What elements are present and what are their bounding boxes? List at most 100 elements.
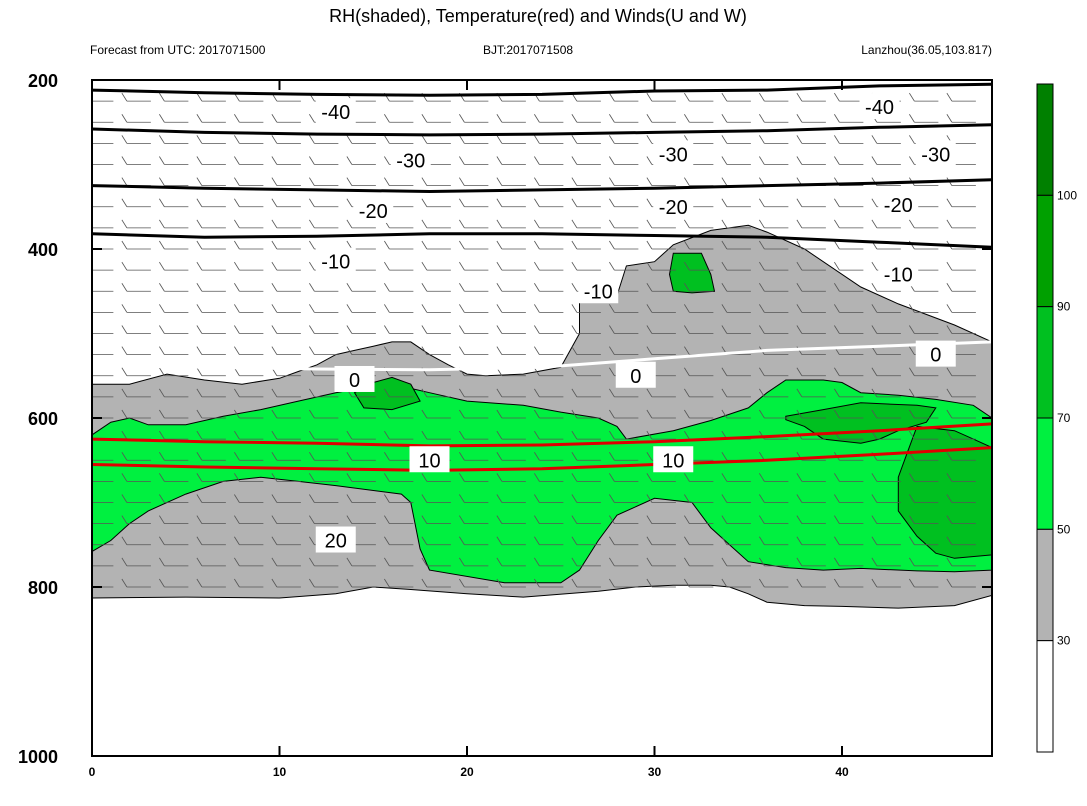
wind-barb-flag (946, 304, 953, 313)
wind-barb-flag (84, 537, 89, 545)
wind-barb-flag (796, 92, 803, 102)
colorbar-box (1036, 528, 1054, 642)
wind-barb-flag (196, 409, 203, 419)
wind-barb-flag (684, 92, 690, 102)
contour-label: -20 (884, 195, 913, 217)
wind-barb-flag (159, 367, 165, 376)
wind-barb-flag (234, 283, 240, 292)
wind-barb-flag (384, 388, 390, 398)
wind-barb-flag (346, 515, 353, 524)
wind-barb-flag (609, 219, 615, 229)
wind-barb-flag (609, 430, 615, 440)
wind-barb-flag (796, 156, 803, 165)
wind-barb-flag (759, 325, 765, 334)
wind-barb-flag (196, 304, 203, 313)
wind-barb-flag (84, 220, 89, 228)
wind-barb-flag (646, 114, 653, 123)
wind-barb-flag (84, 410, 89, 418)
wind-barb-flag (234, 198, 240, 207)
contour-labels: -40 -40 -30 -30 -30 -20 -20 -20 -10 -10 -10 0 0 0 10 10… (315, 93, 956, 553)
wind-barb-flag (834, 325, 840, 334)
wind-barb-flag (834, 367, 840, 376)
colorbar-box (1036, 194, 1054, 308)
wind-barb-flag (871, 346, 878, 355)
wind-barb-flag (121, 261, 128, 271)
wind-barb-flag (459, 578, 465, 588)
wind-barb-flag (646, 536, 653, 545)
wind-barb-flag (871, 198, 878, 207)
wind-barb-flag (234, 114, 240, 123)
wind-barb-flag (534, 494, 540, 503)
wind-barb-flag (159, 536, 165, 545)
wind-barb-flag (84, 558, 89, 566)
wind-barb-flag (384, 304, 390, 313)
temperature-line-6 (92, 446, 992, 472)
wind-barb-flag (234, 578, 240, 588)
wind-barb-flag (534, 430, 540, 440)
wind-barb-flag (234, 430, 240, 440)
wind-barb-flag (571, 388, 578, 398)
wind-barb-flag (159, 515, 165, 524)
wind-barb-flag (871, 304, 878, 313)
wind-barb-flag (684, 367, 690, 376)
wind-barb-flag (346, 473, 353, 482)
wind-barb-flag (834, 240, 840, 250)
wind-barb-flag (234, 177, 240, 186)
wind-barb-flag (721, 409, 728, 419)
wind-barb-flag (309, 325, 315, 334)
wind-barb-flag (421, 261, 428, 271)
wind-barb-flag (834, 536, 840, 545)
wind-barb-flag (721, 156, 728, 165)
location-info: Lanzhou(36.05,103.817) (861, 43, 992, 57)
colorbar-box (1036, 417, 1054, 530)
wind-barb-flag (834, 219, 840, 229)
wind-barb-flag (796, 219, 803, 229)
wind-barb-flag (421, 578, 428, 588)
wind-barb-flag (646, 177, 653, 186)
contour-label: -30 (921, 144, 950, 166)
wind-barb-flag (871, 388, 878, 398)
wind-barb-flag (159, 156, 165, 165)
wind-barb-flag (609, 494, 615, 503)
wind-barb-flag (871, 156, 878, 165)
wind-barb-flag (496, 388, 503, 398)
wind-barb-flag (159, 473, 165, 482)
wind-barb-flag (159, 114, 165, 123)
wind-barb-flag (834, 135, 840, 144)
wind-barb-flag (309, 430, 315, 440)
wind-barb-flag (571, 536, 578, 545)
wind-barb-flag (646, 452, 653, 461)
wind-barb-flag (609, 557, 615, 567)
wind-barb-flag (271, 557, 278, 567)
wind-barb-flag (121, 409, 128, 419)
wind-barb-flag (721, 473, 728, 482)
wind-barb-flag (534, 346, 540, 355)
chart-title: RH(shaded), Temperature(red) and Winds(U… (329, 6, 747, 26)
wind-barb-flag (946, 261, 953, 271)
contour-label: -30 (659, 144, 688, 166)
wind-barb-flag (121, 177, 128, 186)
wind-barb-flag (384, 430, 390, 440)
wind-barb-flag (234, 325, 240, 334)
wind-barb-flag (609, 346, 615, 355)
wind-barb-flag (909, 473, 915, 482)
wind-barb-flag (84, 389, 89, 397)
wind-barb-flag (646, 304, 653, 313)
wind-barb-flag (909, 578, 915, 588)
wind-barb-flag (571, 494, 578, 503)
wind-barb-flag (271, 452, 278, 461)
wind-barb-flag (871, 473, 878, 482)
wind-barb-flag (159, 494, 165, 503)
wind-barb-flag (159, 388, 165, 398)
wind-barb-flag (121, 452, 128, 461)
wind-barb-flag (309, 114, 315, 123)
wind-barb-flag (346, 409, 353, 419)
wind-barb-flag (159, 240, 165, 250)
wind-barb-flag (234, 135, 240, 144)
wind-barb-flag (271, 177, 278, 186)
wind-barb-flag (796, 578, 803, 588)
wind-barb-flag (946, 92, 953, 102)
wind-barb-flag (496, 515, 503, 524)
contour-label-bg (915, 340, 956, 367)
wind-barb-flag (234, 409, 240, 419)
